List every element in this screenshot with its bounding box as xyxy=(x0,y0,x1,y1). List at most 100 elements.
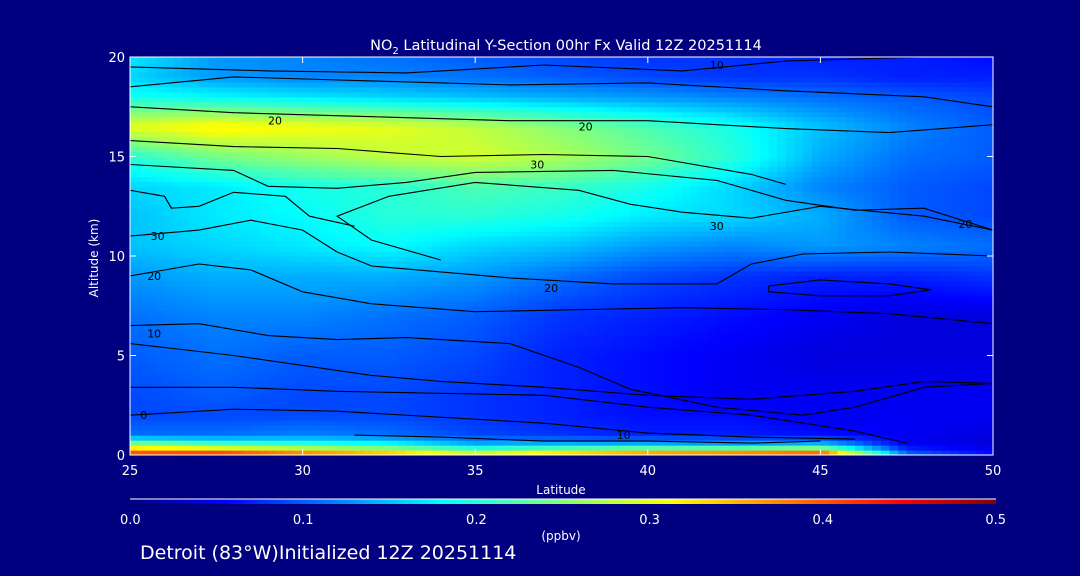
heatmap-cell xyxy=(906,226,916,232)
heatmap-cell xyxy=(328,435,338,441)
heatmap-cell xyxy=(958,340,968,347)
heatmap-cell xyxy=(596,315,606,322)
heatmap-cell xyxy=(501,325,511,332)
heatmap-cell xyxy=(302,325,312,332)
heatmap-cell xyxy=(423,430,433,436)
heatmap-cell xyxy=(820,300,830,307)
heatmap-cell xyxy=(846,445,856,451)
heatmap-cell xyxy=(570,256,580,262)
heatmap-cell xyxy=(596,295,606,302)
heatmap-cell xyxy=(794,275,804,282)
heatmap-cell xyxy=(880,375,891,381)
heatmap-cell xyxy=(785,236,796,242)
heatmap-cell xyxy=(742,390,752,396)
heatmap-cell xyxy=(984,435,993,441)
heatmap-cell xyxy=(544,275,554,282)
heatmap-cell xyxy=(216,275,226,282)
heatmap-cell xyxy=(268,350,278,357)
heatmap-cell xyxy=(941,231,951,237)
heatmap-cell xyxy=(863,216,873,222)
heatmap-cell xyxy=(155,440,166,446)
heatmap-cell xyxy=(665,315,675,322)
heatmap-cell xyxy=(518,405,528,411)
heatmap-cell xyxy=(380,295,390,302)
heatmap-cell xyxy=(967,320,977,327)
heatmap-cell xyxy=(803,385,813,391)
heatmap-cell xyxy=(207,280,217,287)
heatmap-cell xyxy=(199,280,209,287)
heatmap-cell xyxy=(509,265,519,272)
heatmap-cell xyxy=(181,330,192,337)
heatmap-cell xyxy=(259,340,269,347)
heatmap-cell xyxy=(138,355,148,362)
heatmap-cell xyxy=(293,360,304,367)
heatmap-cell xyxy=(975,370,985,376)
heatmap-cell xyxy=(561,226,571,232)
heatmap-cell xyxy=(535,350,545,357)
heatmap-cell xyxy=(268,450,278,455)
heatmap-cell xyxy=(138,300,148,307)
heatmap-cell xyxy=(941,390,951,396)
heatmap-cell xyxy=(164,360,174,367)
heatmap-cell xyxy=(647,420,658,426)
heatmap-cell xyxy=(880,390,891,396)
heatmap-cell xyxy=(820,440,830,446)
heatmap-cell xyxy=(716,335,727,342)
heatmap-cell xyxy=(820,275,830,282)
heatmap-cell xyxy=(915,330,925,337)
heatmap-cell xyxy=(449,270,459,277)
heatmap-cell xyxy=(224,425,235,431)
heatmap-cell xyxy=(380,280,390,287)
heatmap-cell xyxy=(380,305,390,312)
heatmap-cell xyxy=(207,315,217,322)
heatmap-cell xyxy=(293,295,304,302)
heatmap-cell xyxy=(147,435,157,441)
heatmap-cell xyxy=(578,236,588,242)
heatmap-cell xyxy=(544,246,554,252)
heatmap-cell xyxy=(311,275,321,282)
heatmap-cell xyxy=(716,251,727,257)
heatmap-cell xyxy=(544,405,554,411)
heatmap-cell xyxy=(759,380,770,386)
heatmap-cell xyxy=(716,415,727,421)
heatmap-cell xyxy=(811,345,821,352)
heatmap-cell xyxy=(155,335,166,342)
heatmap-cell xyxy=(475,355,485,362)
heatmap-cell xyxy=(794,320,804,327)
heatmap-cell xyxy=(432,315,442,322)
heatmap-cell xyxy=(414,300,425,307)
heatmap-cell xyxy=(768,290,778,297)
heatmap-cell xyxy=(794,295,804,302)
heatmap-cell xyxy=(147,275,157,282)
heatmap-cell xyxy=(406,280,416,287)
heatmap-cell xyxy=(397,216,407,222)
heatmap-cell xyxy=(311,435,321,441)
heatmap-cell xyxy=(673,310,683,317)
heatmap-cell xyxy=(578,246,588,252)
heatmap-cell xyxy=(665,251,675,257)
heatmap-cell xyxy=(501,280,511,287)
heatmap-cell xyxy=(130,216,140,222)
heatmap-cell xyxy=(552,251,563,257)
heatmap-cell xyxy=(604,251,614,257)
heatmap-cell xyxy=(380,365,390,372)
heatmap-cell xyxy=(276,241,286,247)
heatmap-cell xyxy=(854,425,865,431)
heatmap-cell xyxy=(863,440,873,446)
heatmap-cell xyxy=(742,375,752,381)
heatmap-cell xyxy=(923,260,934,267)
heatmap-cell xyxy=(233,415,243,421)
heatmap-cell xyxy=(199,370,209,376)
heatmap-cell xyxy=(216,450,226,455)
heatmap-cell xyxy=(958,226,968,232)
heatmap-cell xyxy=(173,265,183,272)
heatmap-cell xyxy=(130,300,140,307)
heatmap-cell xyxy=(518,270,528,277)
heatmap-cell xyxy=(147,251,157,257)
heatmap-cell xyxy=(319,400,330,406)
heatmap-cell xyxy=(293,265,304,272)
heatmap-cell xyxy=(466,445,476,451)
heatmap-cell xyxy=(932,320,942,327)
heatmap-cell xyxy=(829,300,839,307)
heatmap-cell xyxy=(492,395,502,401)
